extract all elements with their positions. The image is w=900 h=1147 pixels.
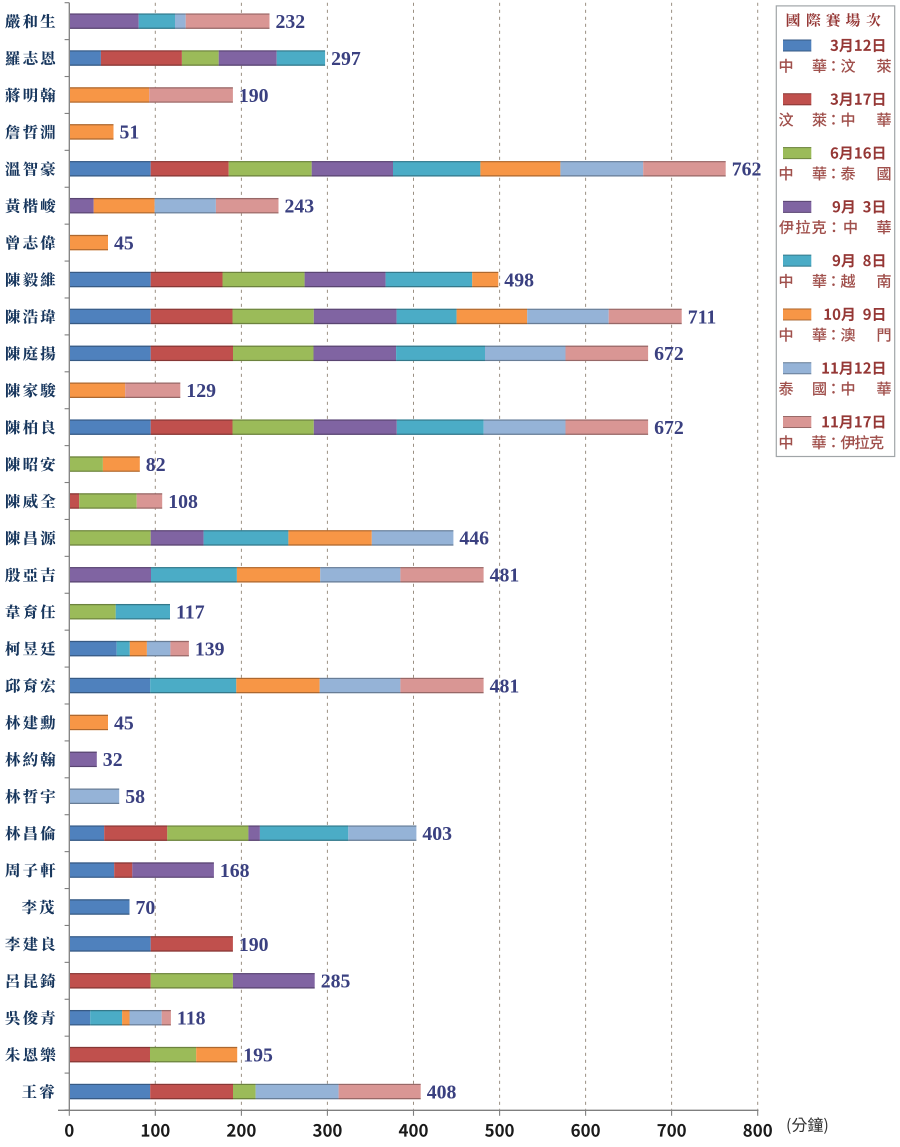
svg-text:446: 446: [459, 528, 489, 550]
svg-text:498: 498: [504, 269, 534, 291]
svg-text:51: 51: [120, 122, 140, 144]
svg-text:481: 481: [490, 675, 520, 697]
svg-text:45: 45: [114, 712, 134, 734]
svg-text:168: 168: [220, 860, 250, 882]
svg-text:82: 82: [146, 454, 166, 476]
svg-text:108: 108: [168, 491, 198, 513]
svg-text:711: 711: [688, 306, 717, 328]
svg-text:70: 70: [136, 897, 156, 919]
svg-text:672: 672: [654, 417, 684, 439]
svg-text:190: 190: [239, 85, 269, 107]
svg-text:195: 195: [243, 1044, 273, 1066]
svg-text:403: 403: [422, 823, 452, 845]
svg-text:297: 297: [331, 48, 361, 70]
svg-text:117: 117: [176, 602, 205, 624]
svg-text:285: 285: [321, 971, 351, 993]
svg-text:118: 118: [177, 1008, 206, 1030]
svg-text:408: 408: [427, 1081, 457, 1103]
svg-text:58: 58: [125, 786, 145, 808]
svg-text:672: 672: [654, 343, 684, 365]
svg-text:45: 45: [114, 232, 134, 254]
svg-text:762: 762: [732, 159, 762, 181]
svg-text:32: 32: [103, 749, 123, 771]
svg-text:232: 232: [276, 11, 306, 33]
svg-text:243: 243: [285, 196, 315, 218]
svg-text:139: 139: [195, 638, 225, 660]
svg-text:481: 481: [490, 565, 520, 587]
svg-text:190: 190: [239, 934, 269, 956]
svg-text:129: 129: [186, 380, 216, 402]
